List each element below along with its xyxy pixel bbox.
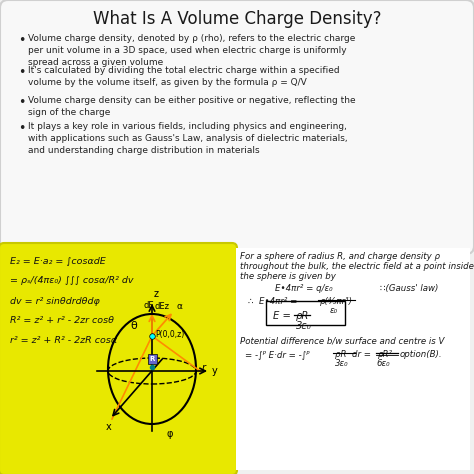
Text: 3ε₀: 3ε₀ — [335, 359, 348, 368]
Text: Volume charge density can be either positive or negative, reflecting the
sign of: Volume charge density can be either posi… — [28, 96, 356, 117]
Text: ∴  E•4πr² =: ∴ E•4πr² = — [248, 297, 297, 306]
Text: θ: θ — [130, 321, 137, 331]
Text: φ: φ — [167, 429, 173, 439]
FancyBboxPatch shape — [0, 243, 237, 474]
Text: Volume charge density, denoted by ρ (rho), refers to the electric charge
per uni: Volume charge density, denoted by ρ (rho… — [28, 34, 356, 67]
Text: r: r — [202, 363, 206, 373]
Text: R: R — [150, 356, 155, 362]
Text: option(B).: option(B). — [400, 350, 443, 359]
Text: z: z — [154, 289, 159, 299]
Text: It plays a key role in various fields, including physics and engineering,
with a: It plays a key role in various fields, i… — [28, 122, 347, 155]
Text: dv = r² sinθdrdθdφ: dv = r² sinθdrdθdφ — [10, 297, 100, 306]
Bar — [148, 354, 157, 364]
Text: •: • — [18, 96, 26, 109]
Text: dE: dE — [144, 301, 155, 310]
Text: 3ε₀: 3ε₀ — [296, 321, 312, 331]
Text: ρR  dr =: ρR dr = — [335, 350, 371, 359]
FancyBboxPatch shape — [236, 248, 470, 470]
Text: •: • — [18, 122, 26, 135]
Text: ε₀: ε₀ — [330, 306, 338, 315]
Text: E•4πr² = q/ε₀: E•4πr² = q/ε₀ — [275, 284, 333, 293]
Text: ρR²: ρR² — [378, 350, 393, 359]
Text: P(0,0,z): P(0,0,z) — [155, 330, 184, 339]
Text: Potential difference b/w surface and centre is V: Potential difference b/w surface and cen… — [240, 336, 444, 345]
Text: •: • — [18, 66, 26, 79]
Text: the sphere is given by: the sphere is given by — [240, 272, 336, 281]
Text: For a sphere of radius R, and charge density ρ: For a sphere of radius R, and charge den… — [240, 252, 440, 261]
Text: x: x — [106, 422, 112, 432]
Text: r² = z² + R² - 2zR cosα: r² = z² + R² - 2zR cosα — [10, 336, 117, 345]
Text: = ρₛ/(4πε₀) ∫∫∫ cosα/R² dv: = ρₛ/(4πε₀) ∫∫∫ cosα/R² dv — [10, 276, 134, 285]
Text: α: α — [177, 302, 183, 311]
Text: ∷(Gauss' law): ∷(Gauss' law) — [380, 284, 438, 293]
Text: E₂ = E·a₂ = ∫cosαdE: E₂ = E·a₂ = ∫cosαdE — [10, 256, 106, 265]
Text: ρ(⁴⁄₃πr³): ρ(⁴⁄₃πr³) — [320, 297, 353, 306]
Text: dEz: dEz — [155, 302, 170, 311]
Text: ρR: ρR — [296, 311, 310, 321]
Text: = -∫ᴾ E·dr = -∫ᴾ: = -∫ᴾ E·dr = -∫ᴾ — [245, 350, 310, 359]
Text: What Is A Volume Charge Density?: What Is A Volume Charge Density? — [93, 10, 381, 28]
Text: y: y — [212, 366, 218, 376]
Text: E =: E = — [273, 311, 291, 321]
Text: •: • — [18, 34, 26, 47]
Text: R² = z² + r² - 2zr cosθ: R² = z² + r² - 2zr cosθ — [10, 316, 114, 325]
Text: It's calculated by dividing the total electric charge within a specified
volume : It's calculated by dividing the total el… — [28, 66, 340, 87]
FancyBboxPatch shape — [0, 0, 474, 254]
Text: throughout the bulk, the electric field at a point inside: throughout the bulk, the electric field … — [240, 262, 474, 271]
Text: 6ε₀: 6ε₀ — [376, 359, 390, 368]
